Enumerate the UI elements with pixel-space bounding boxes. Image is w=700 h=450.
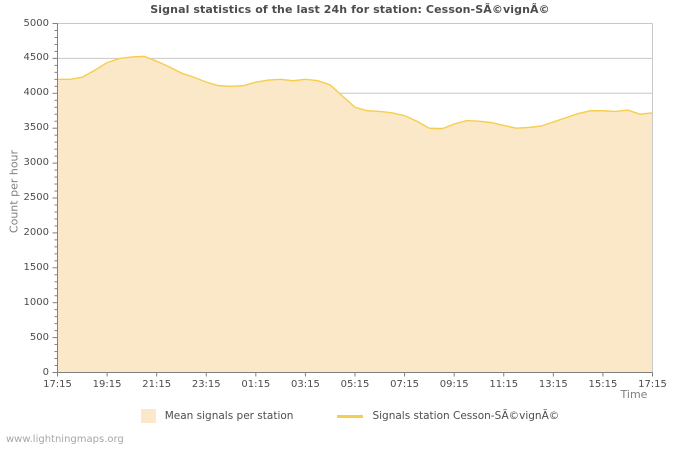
line-swatch-icon xyxy=(337,414,364,418)
y-tick-label: 3500 xyxy=(23,122,49,134)
y-tick-label: 4500 xyxy=(23,52,49,64)
legend-item-mean-signals: Mean signals per station xyxy=(140,409,294,423)
y-tick-label: 2000 xyxy=(23,226,49,238)
x-tick-label: 23:15 xyxy=(191,378,221,390)
x-tick-label: 17:15 xyxy=(43,378,72,390)
x-axis-label: Time xyxy=(620,388,648,401)
legend-label-mean-signals: Mean signals per station xyxy=(164,410,294,422)
y-tick-label: 1000 xyxy=(23,296,49,308)
x-tick-label: 01:15 xyxy=(241,378,271,390)
x-tick-label: 21:15 xyxy=(142,378,172,390)
x-tick-label: 07:15 xyxy=(390,378,419,390)
chart-title: Signal statistics of the last 24h for st… xyxy=(150,3,550,16)
y-tick-label: 2500 xyxy=(23,192,49,203)
y-tick-label: 1500 xyxy=(23,261,49,273)
legend-item-station-signals: Signals station Cesson-SÃ©vignÃ© xyxy=(337,410,559,422)
x-tick-label: 15:15 xyxy=(588,378,618,390)
y-tick-label: 4000 xyxy=(23,87,49,99)
area-swatch-icon xyxy=(140,409,156,423)
x-tick-label: 05:15 xyxy=(340,378,370,390)
x-tick-label: 09:15 xyxy=(439,378,469,390)
x-tick-label: 19:15 xyxy=(92,378,122,390)
x-tick-label: 13:15 xyxy=(538,378,568,390)
x-tick-label: 17:15 xyxy=(638,378,667,390)
y-tick-label: 3000 xyxy=(23,157,49,169)
y-tick-label: 0 xyxy=(42,366,49,378)
x-tick-label: 11:15 xyxy=(489,378,519,390)
x-tick-label: 03:15 xyxy=(290,378,320,390)
legend-label-station-signals: Signals station Cesson-SÃ©vignÃ© xyxy=(372,410,560,422)
watermark-text: www.lightningmaps.org xyxy=(6,434,124,445)
y-tick-label: 5000 xyxy=(23,17,49,29)
chart-legend: Mean signals per station Signals station… xyxy=(0,409,700,423)
y-tick-label: 500 xyxy=(29,331,49,343)
